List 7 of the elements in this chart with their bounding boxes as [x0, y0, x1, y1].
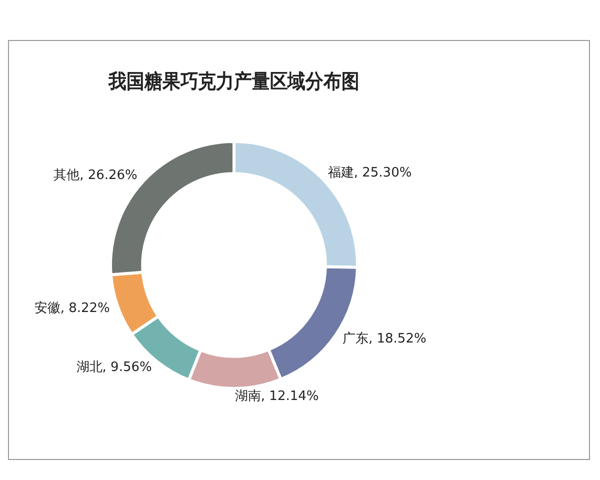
slice-label: 湖北, 9.56%	[76, 360, 152, 376]
slice-label: 广东, 18.52%	[342, 332, 426, 347]
chart-title: 我国糖果巧克力产量区域分布图	[108, 70, 360, 94]
slice-label: 湖南, 12.14%	[234, 388, 319, 404]
slice-label: 其他, 26.26%	[54, 168, 138, 184]
slice-label: 安徽, 8.22%	[34, 300, 110, 316]
slice-label: 福建, 25.30%	[328, 165, 412, 180]
